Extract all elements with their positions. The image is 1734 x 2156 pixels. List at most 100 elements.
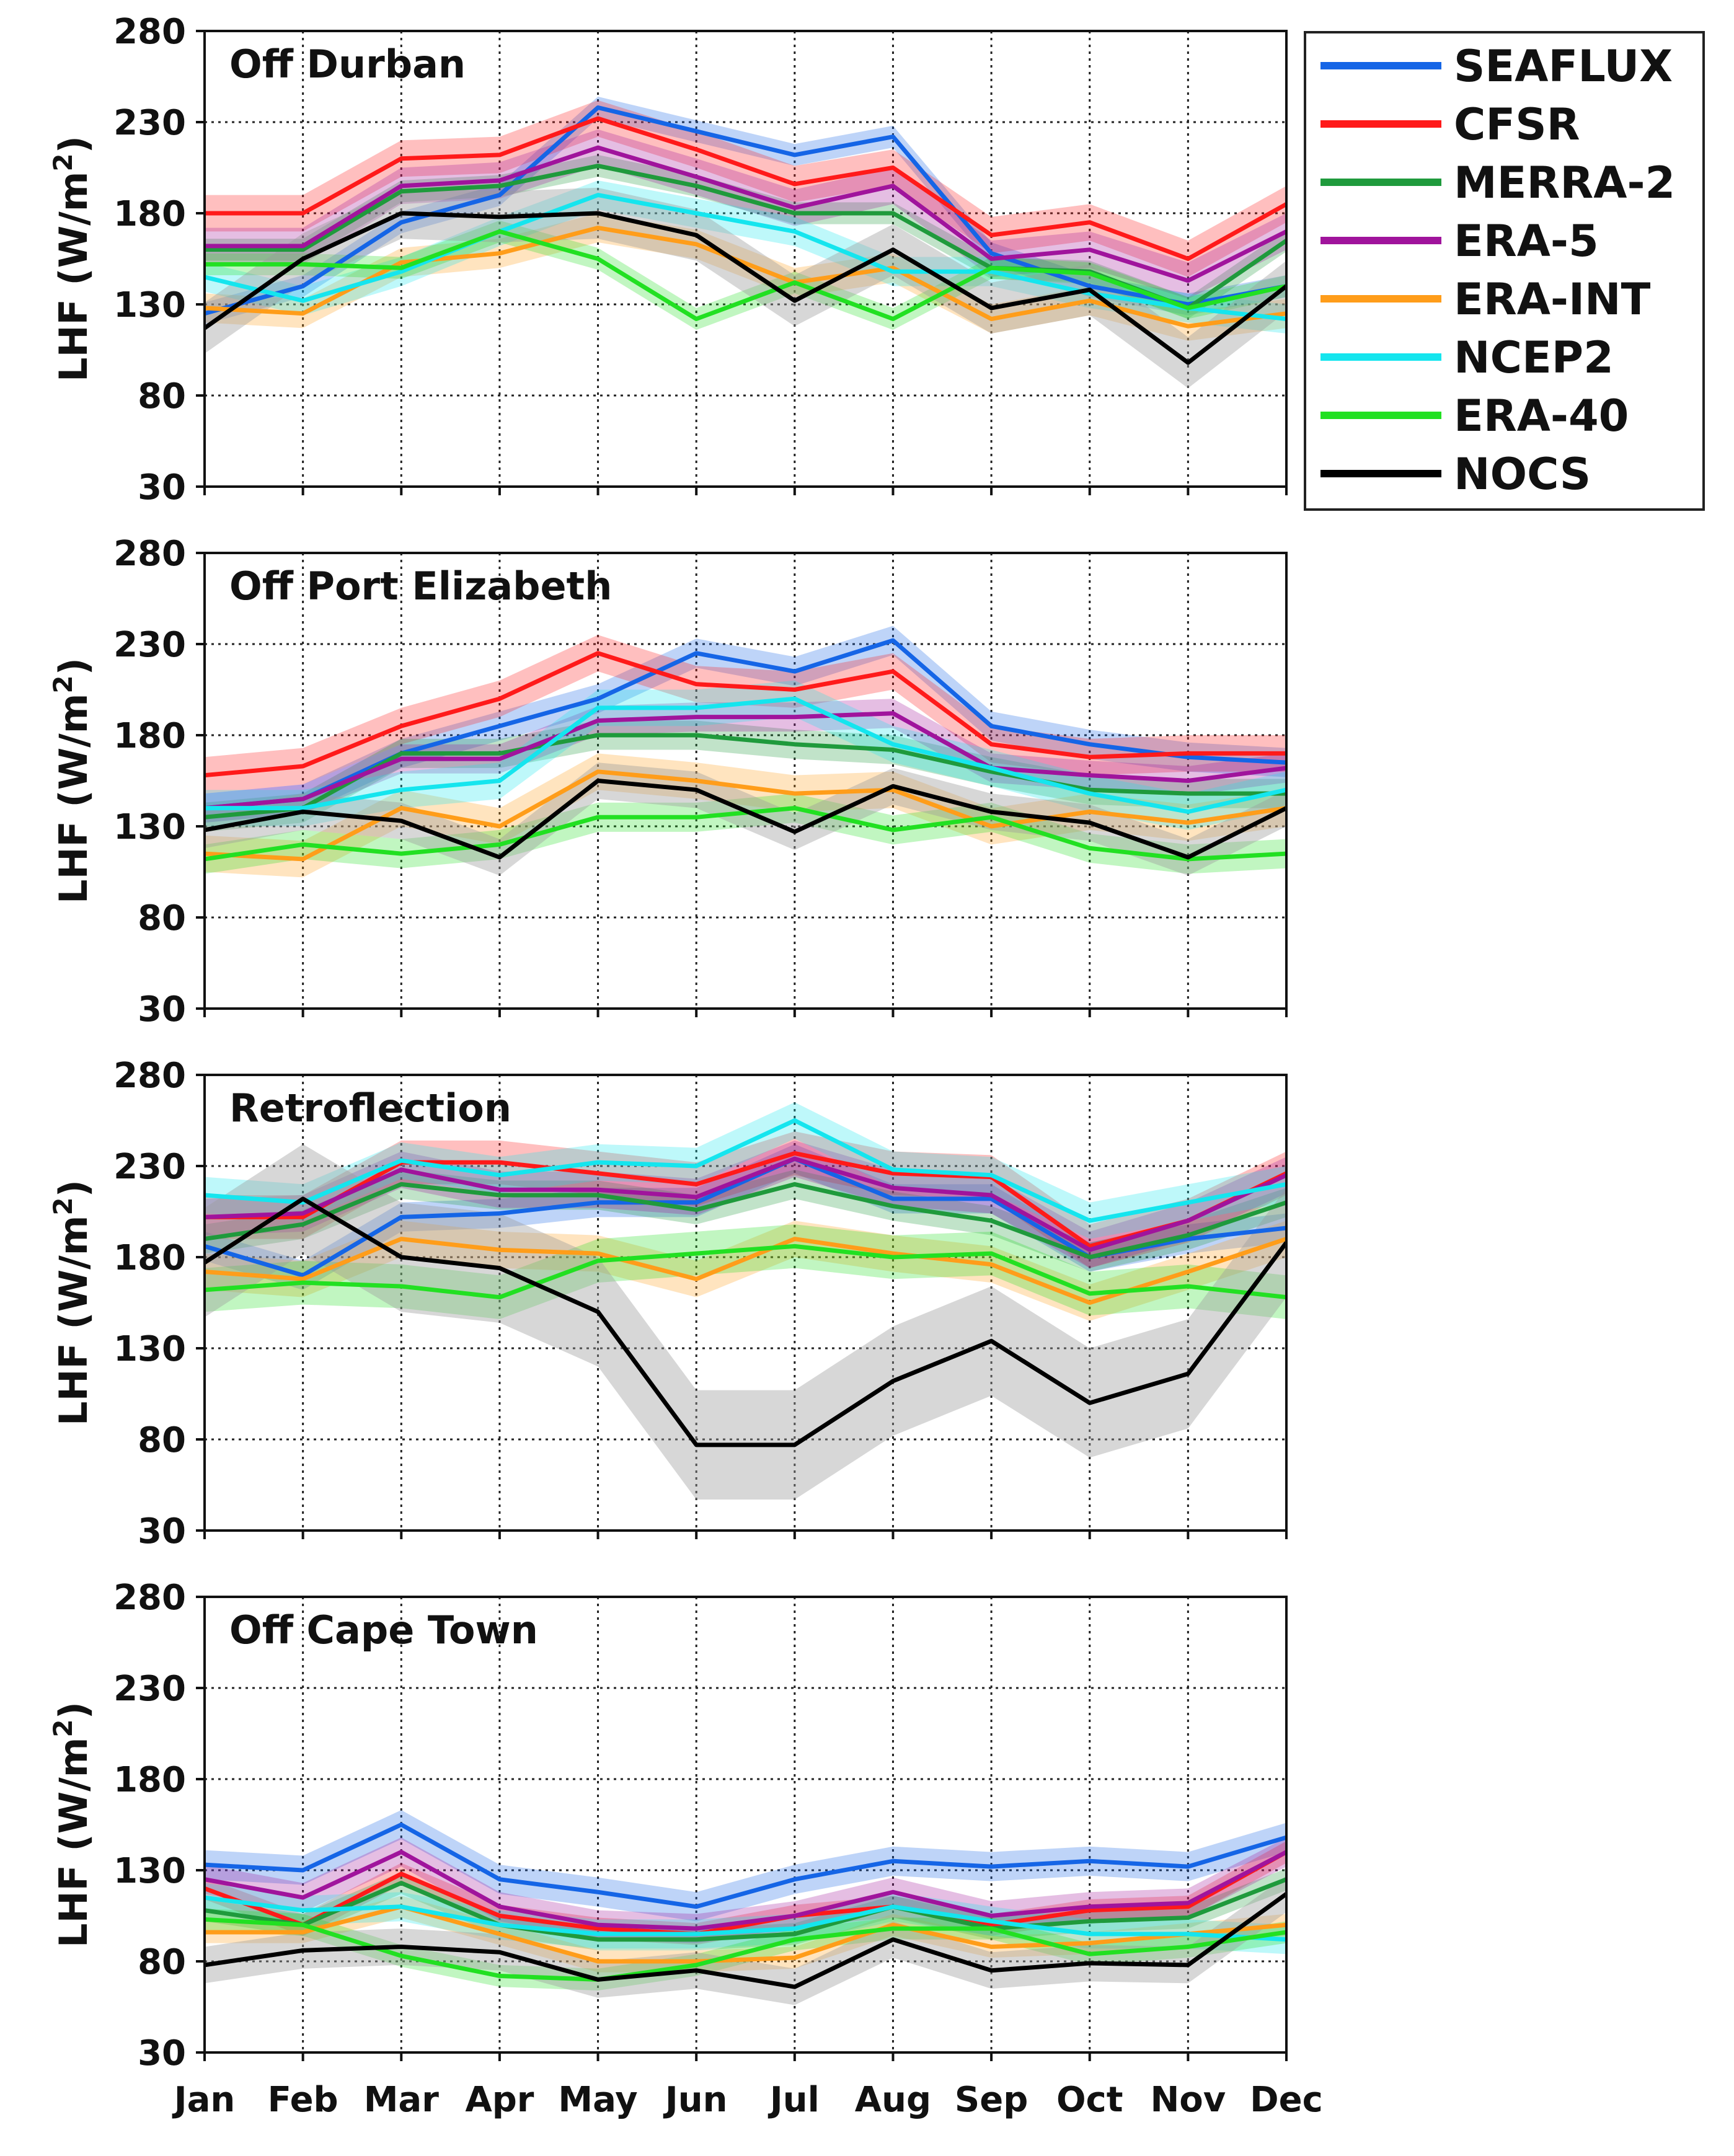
band-merra-2: [205, 720, 1286, 832]
line-era-int: [205, 226, 1286, 329]
axes-frame: [203, 1074, 1288, 1532]
band-cfsr: [205, 1131, 1286, 1268]
y-tick-label: 230: [113, 625, 186, 665]
line-era-5: [205, 711, 1286, 811]
x-tick-label: Sep: [955, 2080, 1028, 2120]
y-tick-label: 230: [113, 103, 186, 143]
line-nocs: [205, 779, 1286, 860]
legend-box: [1304, 31, 1705, 511]
line-merra-2: [205, 733, 1286, 820]
y-tick-label: 180: [113, 716, 186, 756]
legend-label-merra-2: MERRA-2: [1454, 157, 1675, 208]
x-tick-label: Feb: [268, 2080, 338, 2120]
line-nocs: [205, 211, 1286, 365]
panel-retroflection: 30 80 130 180 230 280 Retroflection LHF (W/m2): [48, 1056, 1288, 1552]
x-tick-label: Aug: [855, 2080, 931, 2120]
series-lines: [205, 638, 1286, 862]
band-era-int: [205, 213, 1286, 341]
line-ncep2: [205, 193, 1286, 321]
legend-label-seaflux: SEAFLUX: [1454, 41, 1673, 92]
series-lines: [205, 1822, 1286, 1989]
line-era-5: [205, 145, 1286, 283]
x-tick-label: Dec: [1250, 2080, 1323, 2120]
line-merra-2: [205, 1877, 1286, 1942]
axes-frame: [203, 30, 1288, 488]
y-tick-label: 130: [113, 1851, 186, 1891]
line-merra-2: [205, 1182, 1286, 1260]
panel-title: Off Durban: [229, 42, 466, 87]
line-ncep2: [205, 696, 1286, 814]
y-tick-label: 130: [113, 1329, 186, 1369]
line-era-40: [205, 1244, 1286, 1300]
y-tick-label: 180: [113, 1238, 186, 1278]
y-tick-label: 230: [113, 1147, 186, 1187]
y-tick-label: 30: [138, 467, 186, 508]
band-ncep2: [205, 1102, 1286, 1239]
y-tick-label: 180: [113, 1760, 186, 1800]
y-tick-label: 80: [138, 376, 186, 417]
band-merra-2: [205, 1868, 1286, 1951]
x-tick-label: Apr: [465, 2080, 534, 2120]
line-ncep2: [205, 1895, 1286, 1942]
band-era-int: [205, 1896, 1286, 1973]
line-nocs: [205, 1892, 1286, 1989]
panel-off-durban: 30 80 130 180 230 280 Off Durban LHF (W/m2): [48, 12, 1288, 508]
legend-label-era-5: ERA-5: [1454, 216, 1599, 267]
band-seaflux: [205, 1809, 1286, 1922]
line-era-40: [205, 229, 1286, 322]
line-seaflux: [205, 1822, 1286, 1909]
x-tick-labels: Jan Feb Mar Apr May Jun Jul Aug Sep Oct Nov Dec: [172, 2080, 1323, 2120]
panel-off-port-elizabeth: 30 80 130 180 230 280 Off Port Elizabeth LHF (W…: [48, 534, 1288, 1030]
line-nocs: [205, 1196, 1286, 1447]
line-cfsr: [205, 1850, 1286, 1937]
x-tick-label: Oct: [1056, 2080, 1123, 2120]
axes-frame: [203, 1596, 1288, 2054]
y-tick-label: 30: [138, 989, 186, 1030]
band-nocs: [205, 1875, 1286, 2005]
y-axis-label: LHF (W/m2): [48, 658, 96, 904]
y-tick-label: 230: [113, 1669, 186, 1709]
y-tick-label: 280: [113, 1578, 186, 1618]
axes-frame: [203, 552, 1288, 1010]
y-tick-label: 80: [138, 1420, 186, 1460]
x-tick-label: May: [558, 2080, 637, 2120]
line-cfsr: [205, 651, 1286, 778]
line-era-int: [205, 769, 1286, 862]
line-era-40: [205, 1917, 1286, 1982]
band-cfsr: [205, 1840, 1286, 1945]
x-tick-label: Jul: [767, 2080, 820, 2120]
band-era-40: [205, 220, 1286, 330]
band-cfsr: [205, 635, 1286, 794]
panel-title: Off Port Elizabeth: [229, 563, 612, 609]
x-tick-label: Jan: [172, 2080, 236, 2120]
y-tick-label: 130: [113, 285, 186, 325]
line-era-5: [205, 1850, 1286, 1931]
x-tick-label: Nov: [1150, 2080, 1226, 2120]
y-axis-label: LHF (W/m2): [48, 1702, 96, 1948]
legend-label-nocs: NOCS: [1454, 449, 1591, 500]
y-tick-label: 180: [113, 194, 186, 234]
band-ncep2: [205, 180, 1286, 334]
panel-off-cape-town: 30 80 130 180 230 280 Off Cape Town LHF (W/m2): [48, 1578, 1288, 2074]
line-cfsr: [205, 116, 1286, 261]
x-tick-label: Jun: [663, 2080, 728, 2120]
line-era-int: [205, 1904, 1286, 1964]
legend-label-ncep2: NCEP2: [1454, 332, 1614, 383]
y-axis-label: LHF (W/m2): [48, 1180, 96, 1426]
y-tick-label: 30: [138, 1511, 186, 1552]
y-axis-label: LHF (W/m2): [48, 136, 96, 382]
y-tick-label: 280: [113, 534, 186, 574]
panels-group: 30 80 130 180 230 280 Off Durban LHF (W/m2) 30 80…: [48, 12, 1323, 2120]
legend: SEAFLUX CFSR MERRA-2 ERA-5 ERA-INT NCEP2 ERA-4…: [1304, 31, 1705, 511]
spread-bands: [205, 1102, 1286, 1500]
legend-label-cfsr: CFSR: [1454, 99, 1580, 150]
band-nocs: [205, 1144, 1286, 1500]
legend-label-era-int: ERA-INT: [1454, 274, 1651, 325]
y-tick-label: 130: [113, 807, 186, 847]
y-tick-label: 80: [138, 1942, 186, 1982]
band-merra-2: [205, 1169, 1286, 1272]
y-tick-label: 280: [113, 1056, 186, 1096]
band-nocs: [205, 187, 1286, 389]
legend-label-era-40: ERA-40: [1454, 391, 1629, 441]
